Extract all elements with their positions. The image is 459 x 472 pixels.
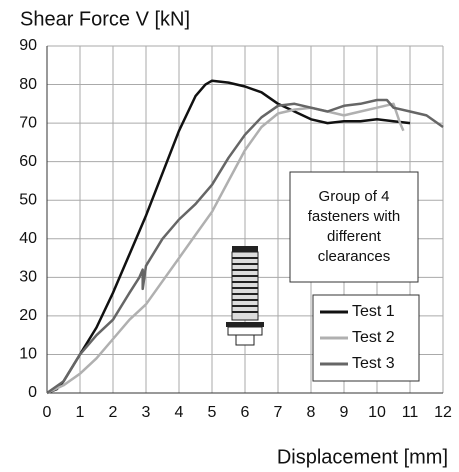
legend-label: Test 1 bbox=[352, 303, 395, 320]
y-tick-label: 40 bbox=[19, 230, 37, 247]
x-tick-label: 0 bbox=[43, 404, 52, 421]
legend-label: Test 2 bbox=[352, 329, 395, 346]
x-tick-label: 9 bbox=[340, 404, 349, 421]
x-tick-label: 5 bbox=[208, 404, 217, 421]
x-tick-label: 3 bbox=[142, 404, 151, 421]
y-tick-label: 50 bbox=[19, 191, 37, 208]
y-tick-label: 20 bbox=[19, 307, 37, 324]
y-tick-label: 10 bbox=[19, 346, 37, 363]
series-line bbox=[46, 102, 405, 395]
x-tick-label: 12 bbox=[434, 404, 452, 421]
legend-label: Test 3 bbox=[352, 355, 395, 372]
series-line bbox=[46, 98, 444, 395]
y-tick-label: 30 bbox=[19, 269, 37, 286]
annotation-text: different bbox=[327, 228, 382, 245]
x-tick-label: 4 bbox=[175, 404, 184, 421]
annotation-text: fasteners with bbox=[308, 208, 401, 225]
y-tick-label: 60 bbox=[19, 153, 37, 170]
x-tick-label: 11 bbox=[402, 404, 419, 421]
x-axis-label: Displacement [mm] bbox=[277, 446, 448, 468]
x-tick-label: 1 bbox=[76, 404, 85, 421]
y-tick-label: 90 bbox=[19, 37, 37, 54]
fastener-icon bbox=[226, 246, 264, 346]
x-tick-label: 8 bbox=[307, 404, 316, 421]
x-tick-label: 7 bbox=[274, 404, 283, 421]
x-tick-label: 2 bbox=[109, 404, 118, 421]
y-tick-label: 70 bbox=[19, 114, 37, 131]
y-tick-label: 0 bbox=[28, 384, 37, 401]
annotation-text: clearances bbox=[318, 248, 391, 265]
y-tick-label: 80 bbox=[19, 76, 37, 93]
chart-title: Shear Force V [kN] bbox=[20, 8, 190, 30]
x-tick-label: 10 bbox=[368, 404, 386, 421]
x-tick-label: 6 bbox=[241, 404, 250, 421]
annotation-box bbox=[289, 171, 419, 283]
series-line bbox=[46, 79, 411, 395]
annotation-text: Group of 4 bbox=[319, 188, 390, 205]
